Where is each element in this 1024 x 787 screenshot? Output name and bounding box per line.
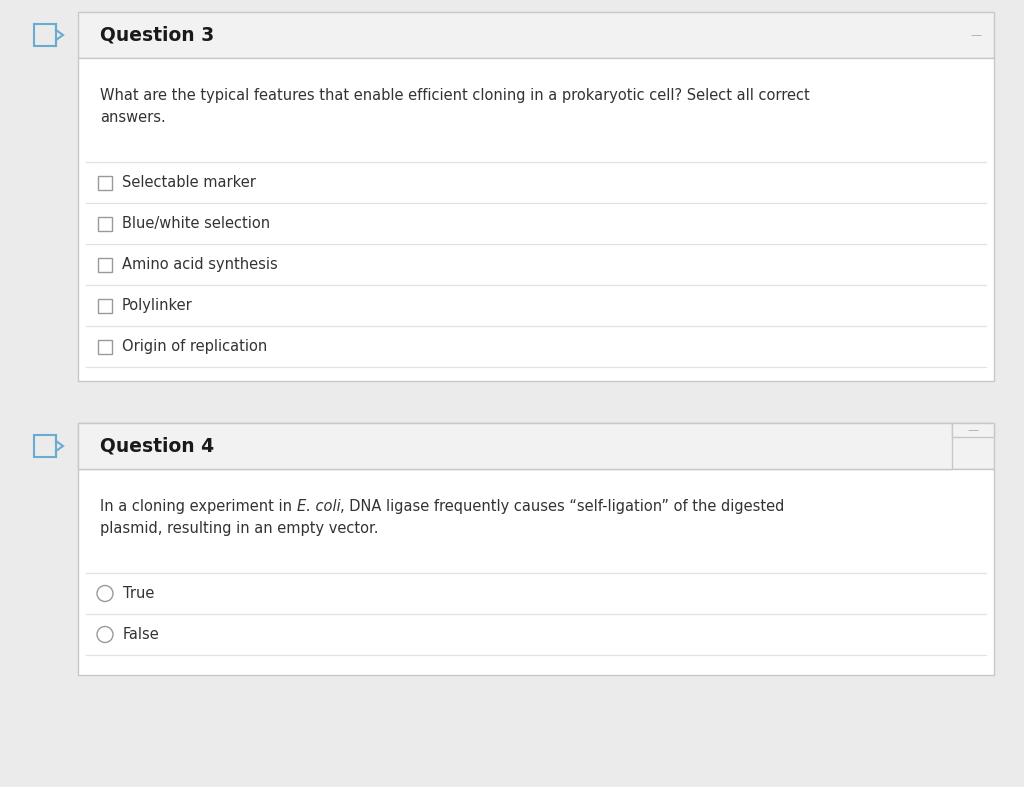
Bar — [34, 24, 56, 46]
Text: Origin of replication: Origin of replication — [122, 339, 267, 354]
Text: Blue/white selection: Blue/white selection — [122, 216, 270, 231]
Bar — [952, 423, 994, 437]
Text: In a cloning experiment in: In a cloning experiment in — [100, 499, 297, 514]
Text: What are the typical features that enable efficient cloning in a prokaryotic cel: What are the typical features that enabl… — [100, 88, 810, 103]
Bar — [34, 435, 56, 457]
Text: E. coli: E. coli — [297, 499, 340, 514]
Bar — [78, 423, 952, 469]
Bar — [98, 176, 112, 190]
Bar — [78, 58, 994, 381]
Bar — [98, 298, 112, 312]
Text: False: False — [123, 627, 160, 642]
Bar — [78, 12, 994, 58]
Text: plasmid, resulting in an empty vector.: plasmid, resulting in an empty vector. — [100, 521, 379, 536]
Text: True: True — [123, 586, 155, 601]
Bar — [98, 339, 112, 353]
Bar — [78, 423, 952, 469]
Text: Question 3: Question 3 — [100, 25, 214, 45]
Bar — [78, 469, 994, 675]
Text: Selectable marker: Selectable marker — [122, 175, 256, 190]
Text: Amino acid synthesis: Amino acid synthesis — [122, 257, 278, 272]
Text: Question 4: Question 4 — [100, 437, 214, 456]
Text: —: — — [971, 30, 982, 40]
Text: Polylinker: Polylinker — [122, 298, 193, 313]
Bar — [98, 257, 112, 272]
Bar — [78, 423, 994, 469]
Text: —: — — [968, 425, 979, 435]
Circle shape — [97, 626, 113, 642]
Text: answers.: answers. — [100, 110, 166, 125]
Bar — [98, 216, 112, 231]
Text: , DNA ligase frequently causes “self-ligation” of the digested: , DNA ligase frequently causes “self-lig… — [340, 499, 784, 514]
Circle shape — [97, 586, 113, 601]
